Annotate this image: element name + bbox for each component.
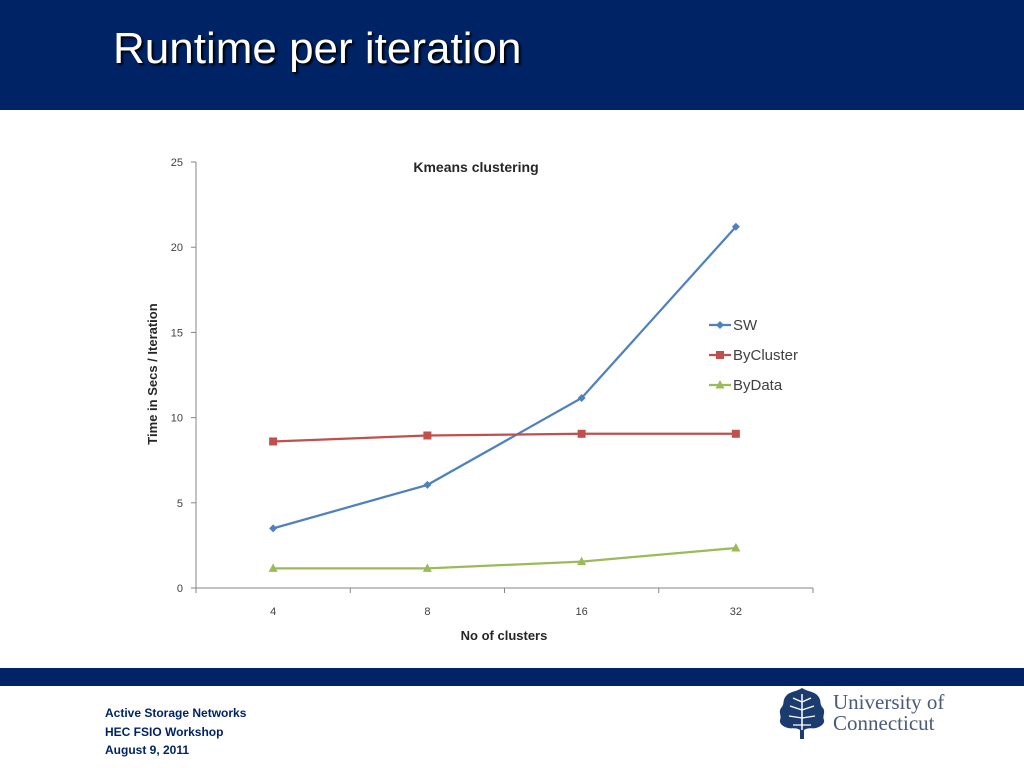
line-chart: Kmeans clustering 0 5 10 15 20 25 4 8 16 32 No o… [145, 157, 814, 643]
data-point-bycluster [269, 437, 278, 446]
y-tick-label: 0 [177, 583, 183, 595]
data-point-bycluster [577, 429, 586, 438]
y-axis: 0 5 10 15 20 25 [171, 157, 196, 595]
y-tick-label: 25 [171, 157, 183, 169]
data-point-sw [731, 222, 740, 231]
legend-marker-bycluster [716, 351, 724, 359]
x-tick-label: 8 [424, 606, 430, 618]
y-tick-label: 10 [171, 413, 183, 425]
x-tick-label: 32 [730, 606, 742, 618]
data-point-bycluster [731, 429, 740, 438]
x-axis-title: No of clusters [461, 628, 548, 643]
logo-line-1: University of [833, 690, 945, 714]
footer-line-event-name: Active Storage Networks [105, 706, 247, 720]
x-tick-label: 16 [576, 606, 588, 618]
series-line-bycluster [273, 432, 736, 443]
data-point-bydata [731, 542, 741, 552]
logo-line-2: Connecticut [833, 711, 935, 735]
plot-area [268, 222, 741, 572]
data-point-sw [577, 394, 586, 403]
data-point-bydata [577, 556, 587, 566]
data-point-bycluster [423, 431, 432, 440]
series-line-bydata [273, 546, 736, 570]
title-bar: Runtime per iteration [0, 0, 1024, 110]
data-point-bydata [268, 563, 278, 572]
footer-band [0, 668, 1024, 686]
footer-text: Active Storage Networks HEC FSIO Worksho… [105, 704, 246, 760]
y-axis-title: Time in Secs / Iteration [145, 303, 160, 444]
y-tick-label: 5 [177, 498, 183, 510]
y-tick-label: 15 [171, 327, 183, 339]
legend-label-bydata: ByData [733, 377, 783, 394]
legend-marker-bydata [715, 380, 725, 389]
y-tick-label: 20 [171, 242, 183, 254]
legend-label-sw: SW [733, 317, 758, 334]
legend-label-bycluster: ByCluster [733, 347, 798, 364]
university-logo: University of Connecticut [776, 686, 976, 740]
footer-line-workshop: HEC FSIO Workshop [105, 724, 224, 739]
legend-marker-sw [716, 321, 724, 329]
data-point-sw [269, 524, 278, 533]
series-line-sw [272, 225, 737, 530]
legend: SW ByCluster ByData [709, 317, 798, 394]
slide-title: Runtime per iteration [113, 24, 522, 73]
data-point-bydata [422, 563, 432, 572]
x-tick-label: 4 [270, 606, 276, 618]
x-axis: 4 8 16 32 [195, 588, 814, 618]
footer-line-date: August 9, 2011 [105, 743, 190, 757]
oak-leaf-icon [779, 688, 825, 739]
logo-text: University of Connecticut [833, 692, 944, 734]
chart-title: Kmeans clustering [413, 159, 538, 175]
data-point-sw [423, 480, 432, 489]
